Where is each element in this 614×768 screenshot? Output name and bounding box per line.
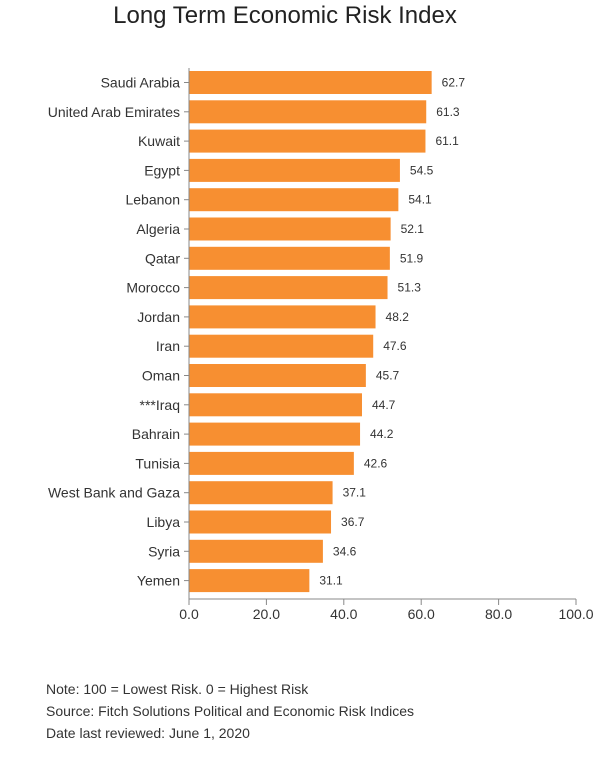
x-tick-label: 80.0	[485, 606, 512, 622]
category-label: Saudi Arabia	[101, 75, 181, 91]
bar	[189, 481, 333, 505]
bar	[189, 217, 391, 241]
category-label: Qatar	[145, 250, 180, 266]
bar	[189, 188, 399, 212]
value-label: 44.7	[372, 398, 396, 412]
value-label: 61.1	[435, 134, 459, 148]
bar	[189, 129, 426, 153]
value-label: 54.5	[410, 163, 434, 177]
category-label: Algeria	[136, 221, 180, 237]
bar	[189, 539, 323, 563]
value-label: 42.6	[364, 456, 388, 470]
category-label: Egypt	[144, 162, 180, 178]
note-source: Source: Fitch Solutions Political and Ec…	[46, 703, 415, 719]
category-label: Kuwait	[138, 133, 180, 149]
value-label: 31.1	[319, 574, 343, 588]
x-tick-label: 40.0	[330, 606, 357, 622]
category-label: Lebanon	[125, 192, 180, 208]
category-label: ***Iraq	[140, 397, 180, 413]
bar	[189, 510, 332, 534]
category-label: Morocco	[126, 280, 180, 296]
bar	[189, 334, 374, 358]
bar	[189, 158, 400, 182]
x-tick-label: 20.0	[253, 606, 280, 622]
category-label: Jordan	[137, 309, 180, 325]
note-date-reviewed: Date last reviewed: June 1, 2020	[46, 725, 250, 741]
category-label: Iran	[156, 338, 180, 354]
bar	[189, 100, 427, 124]
bar	[189, 364, 366, 387]
bar	[189, 569, 310, 593]
value-label: 51.9	[400, 251, 424, 265]
value-label: 45.7	[376, 369, 400, 383]
category-label: Bahrain	[132, 426, 180, 442]
x-tick-label: 0.0	[179, 606, 199, 622]
chart-notes: Note: 100 = Lowest Risk. 0 = Highest Ris…	[46, 678, 414, 744]
category-label: Tunisia	[135, 455, 180, 471]
value-label: 44.2	[370, 427, 394, 441]
value-label: 61.3	[436, 105, 460, 119]
category-label: United Arab Emirates	[48, 104, 180, 120]
bar	[189, 422, 361, 446]
bar-chart: Saudi Arabia 62.7 United Arab Emirates 61.3…	[48, 68, 594, 622]
category-label: Syria	[148, 543, 180, 559]
value-label: 34.6	[333, 544, 357, 558]
bar	[189, 71, 432, 94]
bar	[189, 305, 376, 329]
category-label: Libya	[147, 514, 181, 530]
value-label: 51.3	[398, 281, 422, 295]
note-risk-scale: Note: 100 = Lowest Risk. 0 = Highest Ris…	[46, 681, 309, 697]
category-label: Oman	[142, 368, 180, 384]
value-label: 37.1	[343, 486, 367, 500]
category-label: Yemen	[137, 573, 180, 589]
value-label: 48.2	[386, 310, 410, 324]
x-tick-label: 100.0	[558, 606, 593, 622]
bar	[189, 276, 388, 300]
bar	[189, 451, 354, 475]
chart-title: Long Term Economic Risk Index	[113, 2, 457, 29]
value-label: 47.6	[383, 339, 407, 353]
value-label: 52.1	[401, 222, 425, 236]
x-tick-label: 60.0	[408, 606, 435, 622]
bar	[189, 246, 390, 270]
bar	[189, 393, 362, 417]
value-label: 54.1	[408, 193, 432, 207]
value-label: 62.7	[442, 76, 466, 90]
value-label: 36.7	[341, 515, 365, 529]
category-label: West Bank and Gaza	[48, 485, 180, 501]
